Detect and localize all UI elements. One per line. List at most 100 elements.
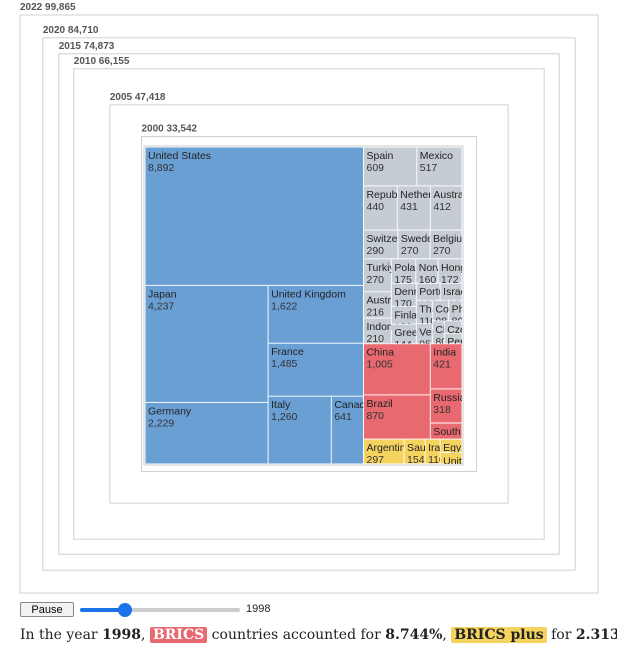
cell-rect — [440, 439, 462, 453]
treemap-cell: Venezuela95 — [416, 323, 468, 351]
cell-name: Czechia — [447, 324, 485, 336]
cell-value: 421 — [433, 359, 451, 371]
cell-name: Austria — [366, 295, 399, 307]
cell-name: Argentina — [366, 442, 411, 454]
cell-name: Chile — [435, 324, 459, 336]
cell-name: Republic of Korea — [366, 189, 450, 201]
cell-rect — [391, 306, 417, 325]
cell-rect — [363, 439, 405, 464]
year-total: 33,542 — [167, 124, 198, 135]
cell-name: Finland — [394, 309, 429, 321]
cell-rect — [363, 291, 392, 319]
cell-value: 150 — [433, 438, 451, 450]
cell-name: Venezuela — [419, 327, 468, 339]
cell-rect — [430, 343, 463, 389]
cell-name: Indonesia — [366, 321, 412, 333]
cell-rect — [430, 423, 463, 440]
cell-rect — [444, 320, 463, 334]
cell-name: Saudi Arabia — [407, 442, 467, 454]
cell-value: 80 — [452, 315, 464, 327]
cell-value: 641 — [334, 411, 352, 423]
cell-rect — [391, 324, 417, 344]
cell-name: France — [271, 346, 304, 358]
cell-rect — [416, 147, 462, 186]
slider-knob[interactable] — [118, 603, 132, 617]
cell-rect — [430, 185, 462, 231]
cell-value: 4,237 — [148, 300, 174, 312]
treemap-cell: Peru55 — [444, 333, 469, 348]
cell-name: China — [366, 347, 394, 359]
year-label: 2005 47,418 — [110, 92, 166, 103]
cell-rect — [448, 300, 463, 321]
cell-value: 440 — [366, 201, 384, 213]
cell-value: 2,229 — [148, 417, 174, 429]
cell-rect — [415, 258, 439, 284]
cell-value: 290 — [366, 245, 384, 257]
cell-rect — [432, 300, 449, 321]
cell-value: 80 — [435, 336, 447, 348]
year: 2020 — [43, 25, 66, 36]
cell-name: Netherlands — [400, 189, 457, 201]
cell-rect — [331, 396, 364, 464]
cell-value: 216 — [366, 307, 384, 319]
cell-rect — [363, 147, 417, 186]
year-label: 2010 66,155 — [74, 56, 130, 67]
cell-name: United States — [148, 150, 211, 162]
cell-name: India — [433, 347, 456, 359]
cell-name: Norway — [419, 262, 455, 274]
cell-rect — [397, 230, 430, 259]
year: 2010 — [74, 56, 97, 67]
year: 2015 — [59, 41, 82, 52]
cell-name: Denmark — [394, 286, 437, 298]
cell-value: 95 — [419, 339, 431, 351]
treemap-cell: Saudi Arabia154 — [404, 439, 467, 464]
cell-name: Germany — [148, 405, 192, 417]
cell-rect — [430, 388, 463, 424]
treemap-cell: Finland130 — [391, 306, 429, 325]
cell-value: 210 — [366, 333, 384, 345]
cell-name: Philippines — [452, 303, 503, 315]
pause-button[interactable]: Pause — [20, 602, 74, 617]
cell-rect — [397, 185, 431, 231]
treemap-cell: Chile80 — [432, 320, 459, 348]
cell-name: Italy — [271, 399, 291, 411]
year-slider[interactable] — [80, 602, 245, 618]
sentence-part: for — [546, 627, 576, 643]
cell-rect — [268, 396, 332, 464]
cell-value: 609 — [366, 162, 384, 174]
cell-value: 120 — [419, 298, 437, 310]
cell-name: Turkiye — [366, 262, 400, 274]
cell-rect — [416, 323, 433, 344]
cell-rect — [363, 318, 392, 344]
cell-name: Hong Kong — [441, 262, 494, 274]
year-label: 2000 33,542 — [142, 124, 198, 135]
chart: 2022 99,865 2020 84,710 2015 74,873 2010 66… — [19, 2, 599, 594]
cell-name: Peru — [447, 336, 469, 348]
cell-rect — [268, 343, 364, 397]
year-total: 74,873 — [84, 41, 115, 52]
cell-name: Belgium — [433, 233, 471, 245]
sentence-part: countries accounted for — [207, 627, 386, 643]
cell-rect — [416, 300, 433, 324]
cell-rect — [391, 258, 416, 284]
treemap-cell: Hong Kong172 — [438, 258, 494, 284]
year: 2000 — [142, 124, 165, 135]
cell-name: Thailand — [419, 303, 459, 315]
cell-rect — [440, 283, 463, 301]
treemap-cell: Czechia65 — [444, 320, 485, 336]
